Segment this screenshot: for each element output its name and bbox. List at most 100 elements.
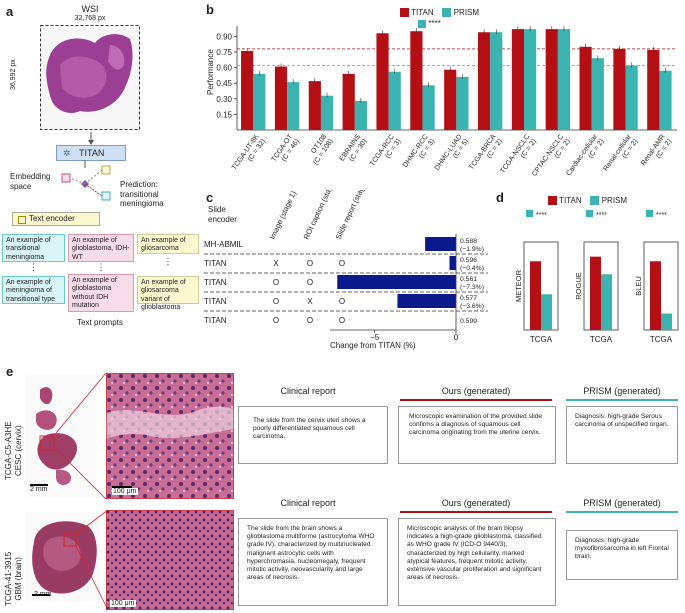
sig-label: ****: [596, 212, 607, 219]
row-stage-mark: O: [273, 297, 279, 306]
x-tick-label: DHMC-RCC(C = 3): [402, 133, 436, 173]
case2-wsi-thumbnail: [26, 512, 100, 602]
change-bar: [337, 275, 456, 289]
value-label: 0.561 (−7.3%): [460, 276, 484, 291]
row-stage-mark: X: [273, 259, 279, 268]
value-label: 0.596 (−0.4%): [460, 257, 484, 272]
prompt-box-6: An example of gliosarcoma variant of gli…: [137, 276, 199, 311]
x-tick-label: −5: [370, 333, 380, 340]
legend-b-sig-text: ****: [428, 19, 441, 28]
case2-id: TCGA-41-3915 GBM (brain): [4, 551, 23, 606]
y-tick-label: 0.60: [216, 64, 232, 73]
case2-ours-rule: [400, 511, 552, 513]
x-tick-label: 0: [454, 333, 459, 340]
header-stage-3: Slide report (stage 3): [334, 190, 372, 241]
legend-d-titan: TITAN: [559, 196, 582, 205]
header-slide-encoder: Slide encoder: [208, 205, 237, 224]
x-tick-label: Renal-cellular(C = 2): [603, 133, 640, 177]
prism-bar: [601, 274, 612, 330]
legend-d: TITAN PRISM: [548, 196, 628, 206]
titan-bar: [511, 29, 525, 131]
ellipsis-1: ⋮: [29, 262, 38, 272]
y-tick-label: 0.30: [216, 95, 232, 104]
titan-bar: [579, 46, 592, 130]
wsi-title: WSI: [81, 4, 99, 14]
row-stage-mark: O: [307, 259, 313, 268]
y-tick-label: 0.75: [216, 48, 232, 57]
titan-encoder-box: ✲ TITAN: [56, 145, 126, 161]
prism-bar: [388, 71, 401, 130]
y-tick-label: 0.45: [216, 79, 232, 88]
legend-b-titan-swatch: [400, 8, 409, 18]
prism-bar: [253, 73, 266, 130]
x-tick-label: OT108(C = 108): [306, 133, 335, 166]
prism-bar: [490, 32, 503, 130]
row-encoder-label: MH-ABMIL: [204, 240, 244, 249]
prism-bar: [625, 65, 638, 130]
row-encoder-label: TITAN: [204, 316, 227, 325]
titan-bar: [477, 32, 491, 130]
subplot-xlabel: TCGA: [530, 335, 553, 344]
titan-bar: [342, 73, 355, 130]
panel-a-label: a: [6, 4, 14, 19]
prediction-label: Prediction: transitional meningioma: [120, 180, 164, 209]
titan-bar: [376, 33, 389, 130]
prism-bar: [524, 29, 537, 131]
x-tick-label: DHMC-LUAD(C = 5): [434, 133, 470, 176]
case1-clinical-text: The slide from the cervix uteri shows a …: [253, 417, 366, 441]
prism-bar: [661, 313, 672, 330]
case1-prism-rule: [566, 399, 678, 401]
case2-h-clinical: Clinical report: [280, 498, 336, 508]
panel-d-label: d: [496, 190, 504, 205]
legend-d-prism: PRISM: [601, 196, 628, 205]
case2-prism-text: Diagnosis: high-grade myxofibrosarcoma i…: [575, 537, 669, 561]
case1-id: TCGA-C5-A3HE CESC (cervix): [4, 421, 23, 480]
prism-bar: [354, 100, 367, 130]
prism-bar: [557, 29, 571, 131]
prism-bar: [320, 95, 334, 130]
wsi-width-label: 32,768 px: [74, 15, 106, 22]
row-stage-mark: O: [339, 316, 345, 325]
titan-bar: [274, 66, 288, 130]
y-tick-label: 0.15: [216, 110, 232, 119]
panel-c-label: c: [206, 190, 214, 205]
prompt-box-2: An example of glioblastoma, IDH-WT: [68, 234, 134, 262]
sig-swatch: [526, 210, 533, 217]
legend-d-titan-swatch: [548, 196, 557, 206]
prompt-box-3: An example of gliosarcoma: [137, 234, 199, 254]
row-stage-mark: O: [273, 278, 279, 287]
case1-h-ours: Ours (generated): [441, 386, 511, 396]
prism-bar: [659, 70, 672, 130]
row-stage-mark: O: [307, 278, 313, 287]
text-encoder-icon: [18, 216, 26, 224]
legend-b-sig-swatch: [418, 19, 426, 28]
prism-bar: [541, 294, 552, 330]
text-prompts-caption: Text prompts: [77, 318, 123, 327]
titan-bar: [241, 50, 254, 130]
row-stage-mark: O: [273, 316, 279, 325]
text-encoder-box: Text encoder: [12, 212, 100, 226]
case2-ours-report: Microscopic analysis of the brain biopsy…: [398, 518, 556, 606]
legend-b-sig: ****: [418, 19, 441, 28]
row-stage-mark: X: [307, 297, 313, 306]
case2-h-ours: Ours (generated): [441, 498, 511, 508]
row-encoder-label: TITAN: [204, 278, 227, 287]
x-tick-label: TCGA-OT(C = 46): [271, 133, 302, 168]
y-tick-label: 0.90: [216, 32, 232, 41]
ellipsis-3: ⋮: [163, 256, 173, 266]
panel-c-chart: Slide encoder Image (stage 1) ROI caption (…: [204, 190, 488, 340]
titan-bar: [410, 31, 423, 131]
case2-clinical-text: The slide from the brain shows a gliobla…: [247, 525, 375, 582]
subplot-xlabel: TCGA: [590, 335, 613, 344]
change-bar: [397, 294, 456, 308]
subplot-ylabel: METEOR: [514, 269, 523, 302]
subplot-xlabel: TCGA: [650, 335, 673, 344]
prism-bar: [456, 76, 469, 130]
arrow-wsi-titan: [88, 132, 94, 145]
case1-ours-rule: [400, 399, 552, 401]
sig-label: ****: [656, 212, 667, 219]
case2-prism-rule: [566, 511, 678, 513]
case1-zoom-image: [106, 373, 234, 499]
titan-encoder-label: TITAN: [79, 148, 105, 158]
wsi-thumbnail: [40, 25, 140, 130]
